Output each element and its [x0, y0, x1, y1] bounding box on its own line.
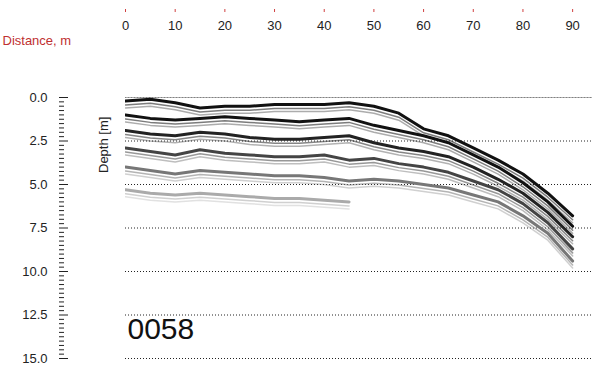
svg-text:10.0: 10.0 — [22, 264, 47, 279]
svg-text:40: 40 — [317, 18, 331, 33]
svg-text:10: 10 — [168, 18, 182, 33]
svg-text:50: 50 — [367, 18, 381, 33]
svg-text:90: 90 — [565, 18, 579, 33]
svg-text:15.0: 15.0 — [22, 351, 47, 366]
svg-text:20: 20 — [218, 18, 232, 33]
svg-text:5.0: 5.0 — [29, 177, 47, 192]
svg-text:80: 80 — [516, 18, 530, 33]
svg-text:12.5: 12.5 — [22, 307, 47, 322]
svg-text:0.0: 0.0 — [29, 90, 47, 105]
svg-text:Depth [m]: Depth [m] — [96, 117, 111, 173]
svg-text:0: 0 — [122, 18, 129, 33]
svg-text:60: 60 — [416, 18, 430, 33]
svg-text:Distance, m: Distance, m — [3, 33, 72, 48]
svg-text:2.5: 2.5 — [29, 133, 47, 148]
svg-text:70: 70 — [466, 18, 480, 33]
svg-text:0058: 0058 — [128, 312, 195, 345]
svg-text:7.5: 7.5 — [29, 220, 47, 235]
svg-text:30: 30 — [267, 18, 281, 33]
